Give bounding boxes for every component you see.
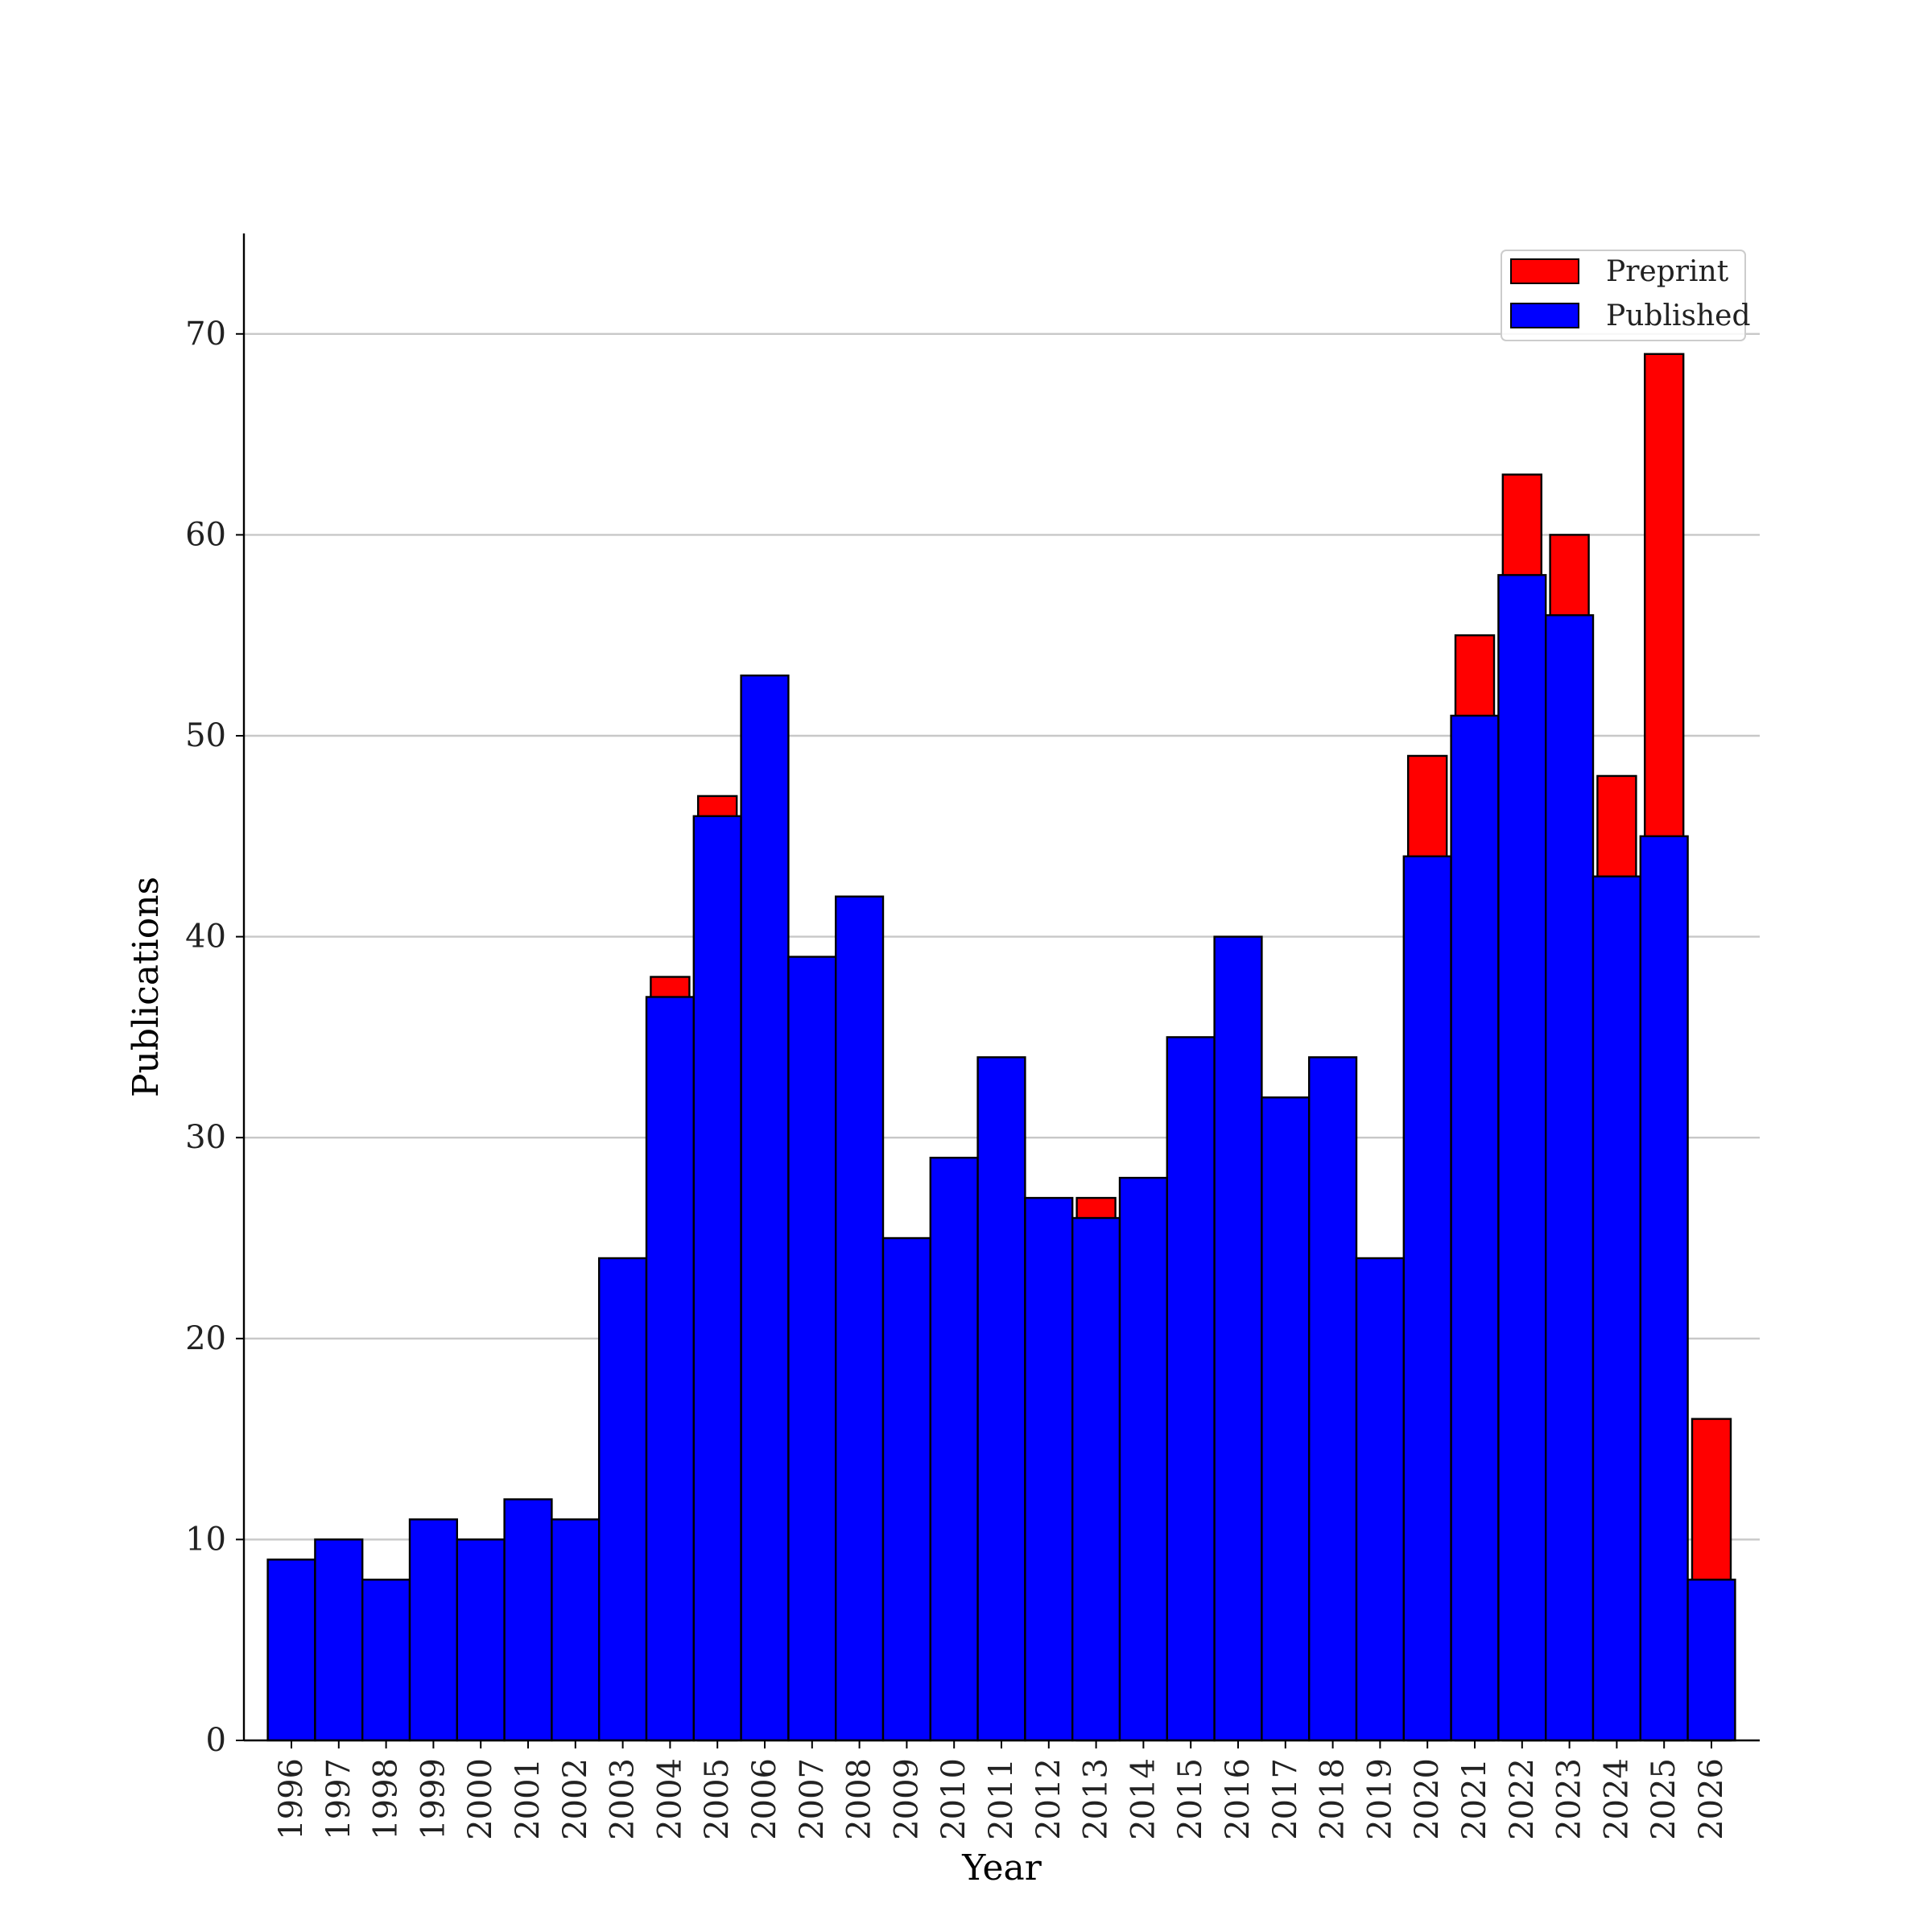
x-tick-label: 2019 — [1361, 1758, 1398, 1840]
x-tick-label: 2008 — [841, 1758, 878, 1840]
x-tick-label: 1998 — [368, 1758, 405, 1840]
y-tick-label: 70 — [185, 316, 226, 353]
y-axis-ticks: 0 10 20 30 40 50 60 70 — [185, 316, 244, 1759]
x-tick-label: 2000 — [462, 1758, 499, 1840]
legend-label-preprint: Preprint — [1606, 255, 1729, 288]
bar-published-2024 — [1591, 875, 1641, 1742]
x-tick-label: 2022 — [1504, 1758, 1541, 1840]
bar-published-2006 — [740, 674, 790, 1742]
y-tick-label: 0 — [206, 1722, 226, 1759]
bar-published-2025 — [1639, 835, 1689, 1742]
x-tick-label: 1996 — [273, 1758, 310, 1840]
y-tick-label: 50 — [185, 717, 226, 754]
bar-published-2015 — [1166, 1036, 1216, 1742]
bar-published-2010 — [929, 1156, 979, 1742]
bar-published-2005 — [692, 815, 742, 1742]
y-axis-title: Publications — [126, 877, 167, 1097]
bar-published-2003 — [598, 1257, 648, 1742]
bar-published-2026 — [1686, 1579, 1736, 1742]
x-tick-label: 2006 — [746, 1758, 783, 1840]
legend-label-published: Published — [1606, 299, 1751, 332]
bar-published-2013 — [1071, 1216, 1121, 1742]
x-tick-label: 2021 — [1456, 1758, 1493, 1840]
bar-published-2022 — [1497, 574, 1547, 1742]
x-tick-label: 2025 — [1645, 1758, 1682, 1840]
x-tick-label: 2023 — [1551, 1758, 1588, 1840]
x-tick-label: 2002 — [557, 1758, 594, 1840]
x-axis-ticks: 1996 1997 1998 1999 2000 2001 2002 2003 2004 2005… — [273, 1740, 1730, 1840]
bar-published-2020 — [1402, 855, 1452, 1742]
x-tick-label: 2004 — [651, 1758, 688, 1840]
bar-published-2002 — [551, 1518, 601, 1742]
legend-swatch-published — [1510, 303, 1579, 328]
bar-published-2018 — [1307, 1056, 1358, 1742]
bar-published-2017 — [1261, 1096, 1311, 1742]
x-axis-title: Year — [961, 1847, 1042, 1889]
bar-published-2004 — [645, 996, 695, 1742]
y-tick-label: 40 — [185, 919, 226, 956]
x-tick-label: 2012 — [1030, 1758, 1067, 1840]
bar-published-2014 — [1118, 1176, 1168, 1742]
x-tick-label: 2016 — [1220, 1758, 1257, 1840]
legend-swatch-preprint — [1510, 258, 1579, 284]
bar-published-1999 — [408, 1518, 458, 1742]
x-tick-label: 2003 — [605, 1758, 642, 1840]
y-tick-label: 10 — [185, 1521, 226, 1558]
bar-published-2000 — [456, 1538, 506, 1742]
x-tick-label: 2007 — [794, 1758, 831, 1840]
x-tick-label: 2013 — [1078, 1758, 1115, 1840]
x-tick-label: 2024 — [1598, 1758, 1635, 1840]
x-tick-label: 2010 — [935, 1758, 972, 1840]
x-tick-label: 1997 — [320, 1758, 357, 1840]
legend: Preprint Published — [1501, 250, 1751, 341]
bar-published-2016 — [1213, 935, 1263, 1742]
x-tick-label: 2015 — [1172, 1758, 1209, 1840]
y-tick-label: 60 — [185, 516, 226, 553]
x-tick-label: 2001 — [510, 1758, 547, 1840]
x-tick-label: 2009 — [888, 1758, 925, 1840]
x-tick-label: 2026 — [1693, 1758, 1730, 1840]
y-tick-label: 20 — [185, 1320, 226, 1357]
x-tick-label: 2018 — [1315, 1758, 1352, 1840]
bar-published-1996 — [266, 1558, 316, 1742]
x-tick-label: 2011 — [983, 1758, 1020, 1840]
x-tick-label: 1999 — [415, 1758, 452, 1840]
bar-published-2011 — [976, 1056, 1026, 1742]
x-tick-label: 2005 — [699, 1758, 736, 1840]
x-tick-label: 2020 — [1409, 1758, 1446, 1840]
bar-published-2007 — [787, 956, 837, 1742]
x-tick-label: 2017 — [1267, 1758, 1304, 1840]
y-tick-label: 30 — [185, 1119, 226, 1156]
bar-published-2023 — [1544, 614, 1595, 1742]
bar-published-2001 — [503, 1498, 553, 1742]
bar-published-2021 — [1450, 714, 1500, 1742]
bar-published-1997 — [314, 1538, 364, 1742]
bar-published-2008 — [834, 895, 885, 1742]
bar-published-2019 — [1355, 1257, 1405, 1742]
bar-published-2009 — [881, 1236, 931, 1742]
bar-published-2012 — [1024, 1196, 1074, 1742]
bar-published-1998 — [361, 1579, 411, 1742]
published-bars — [266, 574, 1736, 1742]
x-tick-label: 2014 — [1125, 1758, 1162, 1840]
